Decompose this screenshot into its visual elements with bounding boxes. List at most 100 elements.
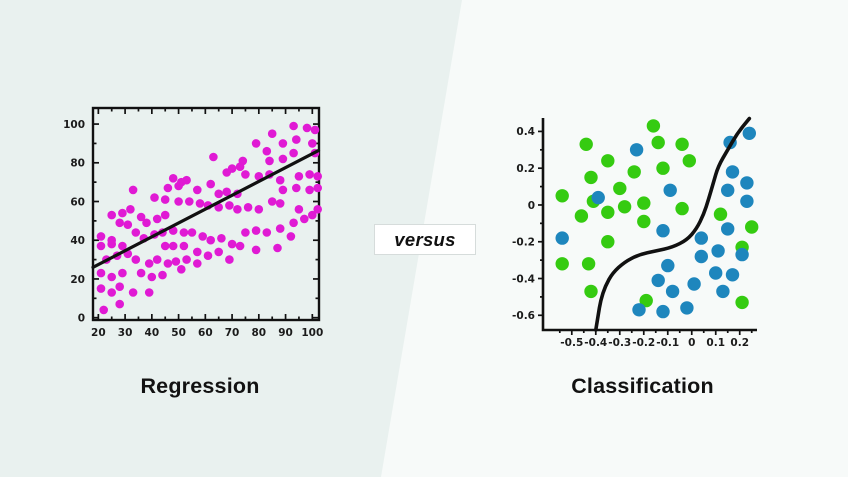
data-point-blue-class <box>725 268 740 282</box>
data-point-blue-class <box>694 249 708 264</box>
data-point-green-class <box>682 154 696 168</box>
data-point-magenta <box>275 175 285 185</box>
data-point-blue-class <box>656 304 670 319</box>
data-point-magenta <box>193 247 202 257</box>
data-point-green-class <box>646 119 661 133</box>
data-point-magenta <box>160 210 170 220</box>
data-point-green-class <box>617 200 632 214</box>
data-point-magenta <box>163 183 173 193</box>
data-point-green-class <box>579 137 593 151</box>
classification-caption: Classification <box>571 374 714 398</box>
data-point-magenta <box>174 197 183 206</box>
data-point-magenta <box>262 146 272 156</box>
data-point-green-class <box>637 214 651 229</box>
x-tick-label: 60 <box>198 327 213 339</box>
data-point-magenta <box>168 241 178 251</box>
data-point-green-class <box>601 205 615 219</box>
x-tick-label: -0.3 <box>608 337 631 349</box>
data-point-magenta <box>179 228 189 237</box>
data-point-blue-class <box>687 277 701 291</box>
data-point-magenta <box>168 174 178 183</box>
data-point-blue-class <box>721 183 735 197</box>
data-point-magenta <box>254 172 264 181</box>
data-point-magenta <box>225 255 234 264</box>
data-point-magenta <box>289 148 298 158</box>
data-point-magenta <box>227 239 237 249</box>
data-point-green-class <box>637 196 651 210</box>
versus-label: versus <box>394 228 456 250</box>
data-point-magenta <box>107 239 116 249</box>
x-tick-label: -0.1 <box>656 337 679 349</box>
data-point-blue-class <box>591 190 605 205</box>
data-point-magenta <box>206 179 215 189</box>
x-tick-label: 90 <box>278 327 293 339</box>
data-point-magenta <box>278 139 288 148</box>
data-point-magenta <box>302 123 312 133</box>
x-tick-label: -0.5 <box>560 337 583 349</box>
data-point-green-class <box>745 220 759 234</box>
data-point-magenta <box>107 210 116 220</box>
data-point-magenta <box>254 205 264 214</box>
data-point-magenta <box>160 195 170 204</box>
data-point-green-class <box>656 161 670 175</box>
data-point-magenta <box>222 187 231 197</box>
data-point-magenta <box>150 193 159 202</box>
data-point-magenta <box>185 197 194 206</box>
x-tick-label: 0.2 <box>730 337 749 349</box>
data-point-magenta <box>123 220 133 229</box>
regression-chart: 20 30 40 50 60 70 80 90 100 0 20 40 60 80 100 <box>63 106 323 339</box>
data-point-magenta <box>115 282 124 291</box>
data-point-blue-class <box>656 224 670 238</box>
data-point-magenta <box>286 232 296 241</box>
data-point-magenta <box>126 205 135 214</box>
data-point-magenta <box>241 170 250 179</box>
data-point-magenta <box>147 272 157 282</box>
data-point-magenta <box>118 268 127 278</box>
data-point-magenta <box>99 305 108 315</box>
data-point-magenta <box>251 245 261 255</box>
data-point-magenta <box>118 241 127 251</box>
data-point-green-class <box>613 181 627 196</box>
y-tick-label: 60 <box>70 196 85 208</box>
x-tick-label: -0.4 <box>584 337 607 349</box>
data-point-magenta <box>292 183 301 193</box>
x-tick-label: 30 <box>118 327 133 339</box>
data-point-magenta <box>107 288 116 297</box>
data-point-magenta <box>235 241 245 251</box>
y-tick-label: 0.4 <box>516 126 535 138</box>
data-point-green-class <box>627 165 641 179</box>
data-point-magenta <box>251 139 261 148</box>
data-point-magenta <box>267 129 277 138</box>
data-point-magenta <box>243 203 253 212</box>
data-point-blue-class <box>663 183 677 197</box>
data-point-magenta <box>131 228 141 237</box>
data-point-blue-class <box>665 284 680 299</box>
data-point-blue-class <box>716 284 730 299</box>
regression-line <box>91 148 321 269</box>
data-point-magenta <box>310 125 320 135</box>
y-tick-label: 0 <box>78 312 85 324</box>
x-tick-label: 50 <box>171 327 186 339</box>
data-point-magenta <box>294 172 304 181</box>
data-point-blue-class <box>680 301 694 315</box>
data-point-blue-class <box>725 165 740 179</box>
regression-caption: Regression <box>140 374 260 398</box>
data-point-magenta <box>136 212 146 222</box>
x-tick-label: 100 <box>301 327 323 339</box>
data-point-magenta <box>144 288 154 297</box>
data-point-magenta <box>107 272 116 282</box>
data-point-green-class <box>639 293 653 308</box>
data-point-magenta <box>209 152 218 162</box>
data-point-magenta <box>273 243 282 253</box>
data-point-magenta <box>300 214 309 224</box>
data-point-magenta <box>158 270 167 280</box>
data-point-magenta <box>198 232 207 241</box>
y-tick-label: 0.2 <box>516 163 535 175</box>
data-point-magenta <box>118 208 127 218</box>
data-point-blue-class <box>632 303 646 317</box>
data-point-magenta <box>96 268 106 278</box>
y-tick-label: 100 <box>63 119 85 131</box>
y-tick-label: 0 <box>528 200 535 212</box>
data-point-blue-class <box>555 231 569 245</box>
data-point-blue-class <box>742 126 756 140</box>
